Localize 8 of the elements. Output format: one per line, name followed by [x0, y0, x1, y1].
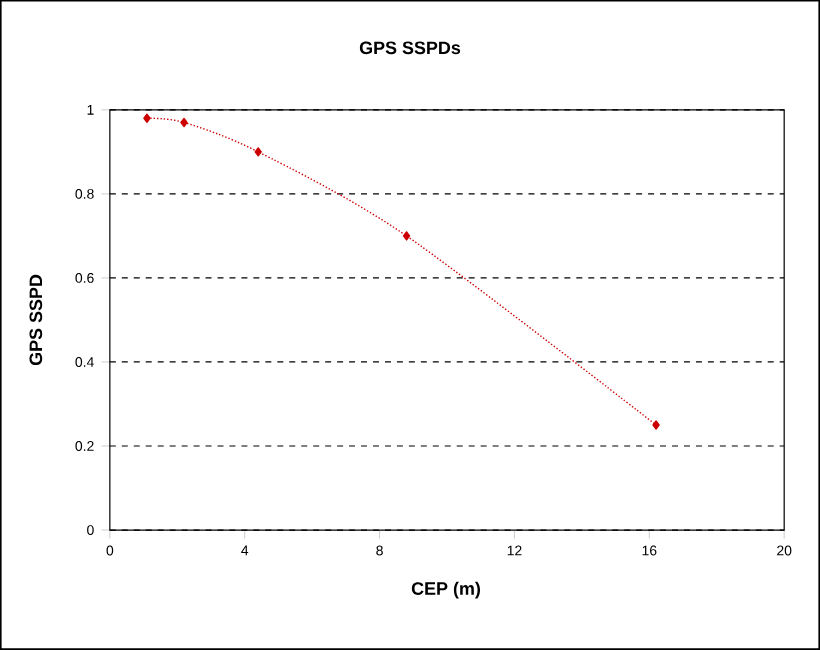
- point: [254, 147, 262, 157]
- point: [652, 420, 660, 430]
- x-axis-title: CEP (m): [411, 581, 481, 599]
- point: [402, 231, 411, 241]
- point: [180, 117, 188, 128]
- y-axis-title: GPS SSPD: [29, 274, 43, 366]
- point: [143, 113, 151, 123]
- chart-title: GPS SSPDs: [359, 41, 461, 55]
